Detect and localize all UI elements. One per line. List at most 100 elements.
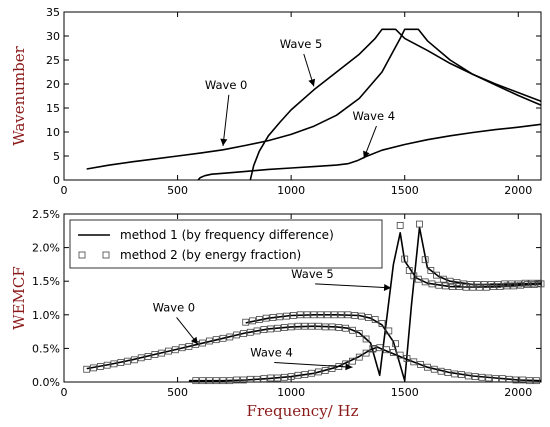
wemcf-marker-wave4 <box>396 351 404 359</box>
wemcf-marker-wave0 <box>503 282 511 290</box>
wemcf-marker-wave5 <box>255 316 263 323</box>
wemcf-marker-wave0 <box>171 346 179 354</box>
wemcf-marker-wave5 <box>514 280 522 288</box>
wemcf-marker-wave0 <box>151 351 159 358</box>
wemcf-marker-wave0 <box>274 324 281 332</box>
wemcf-marker-wave5 <box>460 280 468 288</box>
wemcf-marker-wave0 <box>308 322 315 330</box>
wavenumber-plot-frame <box>63 11 542 181</box>
wemcf-line-wave4 <box>188 346 542 382</box>
wemcf-annotation-arrowhead <box>190 336 198 345</box>
wavenumber-y-tick-label: 30 <box>46 30 60 43</box>
wemcf-marker-wave5 <box>290 312 297 319</box>
wemcf-marker-wave5 <box>364 314 372 321</box>
wavenumber-line-wave0 <box>86 28 542 170</box>
wemcf-marker-wave0 <box>537 280 545 288</box>
wavenumber-y-axis-label: Wavenumber <box>10 45 28 145</box>
wemcf-marker-wave4 <box>451 370 459 378</box>
wemcf-marker-wave5 <box>473 281 481 288</box>
wemcf-annotation-arrowhead <box>345 363 353 371</box>
legend-box <box>69 219 383 269</box>
wemcf-marker-wave0 <box>137 354 145 362</box>
wemcf-marker-wave4 <box>505 375 513 383</box>
wemcf-marker-wave4 <box>219 377 227 385</box>
wemcf-marker-wave4 <box>294 371 302 379</box>
wavenumber-annotations: Wave 0 Wave 5 Wave 4 <box>205 37 395 159</box>
wemcf-marker-wave4 <box>280 373 288 381</box>
wemcf-y-tick-label: 1.5% <box>32 275 60 288</box>
wemcf-marker-wave0 <box>212 336 220 344</box>
wemcf-y-tick-label: 2.0% <box>32 242 60 255</box>
wemcf-marker-wave0 <box>240 330 247 338</box>
wemcf-marker-wave4 <box>389 349 397 356</box>
wemcf-marker-wave4 <box>512 376 520 384</box>
wavenumber-x-tick-label: 500 <box>167 184 188 197</box>
wemcf-marker-wave0 <box>233 331 241 339</box>
wemcf-marker-wave0 <box>267 325 275 333</box>
wemcf-marker-wave4 <box>437 367 445 375</box>
wemcf-marker-wave0 <box>421 278 429 286</box>
wemcf-marker-wave0 <box>314 322 322 330</box>
wemcf-marker-wave0 <box>96 363 104 370</box>
wemcf-marker-wave0 <box>158 349 166 357</box>
wemcf-annotation-label: Wave 5 <box>291 267 334 281</box>
wemcf-marker-wave5 <box>337 311 345 319</box>
wemcf-marker-wave0 <box>178 344 186 352</box>
wemcf-marker-wave0 <box>442 282 450 290</box>
legend-marker <box>78 251 86 259</box>
wavenumber-x-tick-label: 1500 <box>391 184 419 197</box>
wemcf-marker-wave5 <box>480 281 488 288</box>
wemcf-marker-wave0 <box>110 360 118 368</box>
wemcf-marker-wave0 <box>260 326 268 333</box>
wemcf-x-tick-label: 0 <box>61 386 68 399</box>
wemcf-marker-wave4 <box>308 369 315 377</box>
wavenumber-y-tick-label: 20 <box>46 78 60 91</box>
wemcf-marker-wave4 <box>301 371 309 379</box>
wemcf-marker-wave0 <box>294 322 302 330</box>
wemcf-marker-wave4 <box>485 374 493 382</box>
wemcf-marker-wave4 <box>349 357 356 365</box>
legend-marker-swatch <box>78 251 110 259</box>
wemcf-marker-wave0 <box>342 324 350 332</box>
wemcf-marker-wave5 <box>433 271 440 279</box>
wemcf-marker-wave4 <box>192 377 200 385</box>
wemcf-marker-wave0 <box>185 342 193 350</box>
wemcf-marker-wave4 <box>212 377 220 385</box>
wavenumber-annotation-arrowhead <box>363 150 370 159</box>
wemcf-marker-wave0 <box>362 335 370 343</box>
wemcf-marker-wave0 <box>405 267 413 274</box>
wemcf-marker-wave5 <box>378 320 386 327</box>
wemcf-marker-wave4 <box>410 358 418 366</box>
wemcf-marker-wave5 <box>358 312 365 320</box>
wemcf-marker-wave4 <box>458 371 465 379</box>
wemcf-marker-wave5 <box>242 318 250 326</box>
wavenumber-annotation-label: Wave 0 <box>205 78 248 92</box>
wavenumber-y-tick-label: 15 <box>46 102 60 115</box>
wemcf-marker-wave4 <box>526 377 534 385</box>
wavenumber-annotation-arrowhead <box>308 78 316 87</box>
wemcf-marker-wave0 <box>253 327 261 335</box>
wemcf-marker-wave4 <box>287 373 295 381</box>
wemcf-marker-wave5 <box>427 267 435 274</box>
legend: method 1 (by frequency difference) metho… <box>69 219 383 269</box>
wemcf-marker-wave5 <box>276 313 284 321</box>
wemcf-marker-wave0 <box>349 326 356 334</box>
wemcf-marker-wave0 <box>165 347 172 355</box>
wemcf-marker-wave0 <box>435 281 443 289</box>
wemcf-marker-wave5 <box>344 311 352 319</box>
wemcf-marker-wave0 <box>328 323 336 331</box>
wemcf-y-axis-label: WEMCF <box>10 266 28 330</box>
wemcf-marker-wave4 <box>492 375 499 383</box>
wemcf-marker-wave5 <box>487 281 495 288</box>
wemcf-annotation-arrowhead <box>383 284 392 291</box>
wemcf-marker-wave0 <box>428 280 436 288</box>
wemcf-annotation-arrow <box>274 361 353 368</box>
wemcf-marker-wave5 <box>303 311 311 319</box>
wemcf-marker-wave0 <box>523 281 531 288</box>
wemcf-marker-wave0 <box>414 275 422 283</box>
wavenumber-x-tick-label: 1000 <box>277 184 305 197</box>
wemcf-y-tick-label: 0.0% <box>32 376 60 389</box>
wemcf-marker-wave4 <box>383 346 390 354</box>
